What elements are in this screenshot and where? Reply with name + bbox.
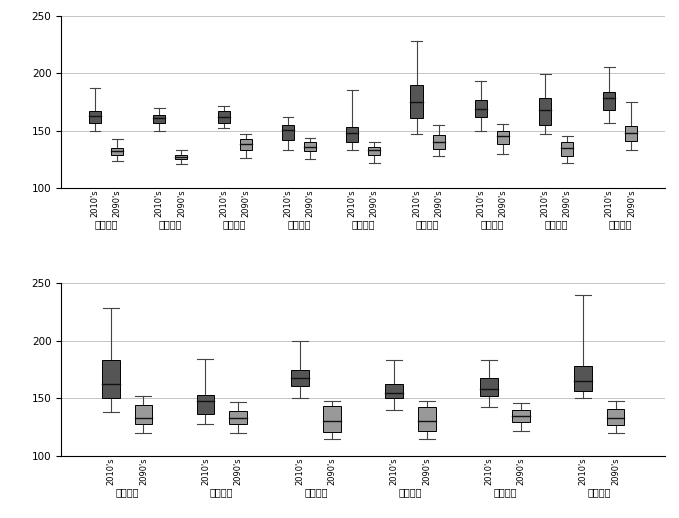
Text: 전북김제: 전북김제 (352, 219, 375, 229)
Text: 전남신안: 전남신안 (159, 219, 182, 229)
Bar (196, 395, 215, 414)
Bar (561, 142, 573, 156)
Bar (217, 111, 230, 123)
Text: 경북의성: 경북의성 (545, 219, 568, 229)
Text: 충남태안: 충남태안 (304, 487, 328, 497)
Bar (574, 366, 592, 392)
Text: 전북고창: 전북고창 (287, 219, 311, 229)
Bar (134, 405, 152, 424)
Bar (625, 126, 638, 141)
Bar (386, 384, 403, 398)
Text: 경북봉화: 경북봉화 (480, 219, 504, 229)
Bar (433, 135, 445, 149)
Text: 전남해남: 전남해남 (94, 219, 118, 229)
Bar (480, 378, 498, 396)
Bar (411, 84, 422, 118)
Bar (240, 139, 252, 150)
Bar (607, 409, 625, 425)
Bar (475, 99, 487, 117)
Bar (153, 114, 166, 123)
Bar (368, 147, 380, 155)
Text: 경북영양: 경북영양 (608, 219, 632, 229)
Bar (304, 142, 316, 151)
Bar (282, 125, 294, 140)
Text: 충남청양: 충남청양 (210, 487, 234, 497)
Text: 충북제천: 충북제천 (493, 487, 517, 497)
Text: 충북단양: 충북단양 (587, 487, 611, 497)
Bar (604, 92, 615, 110)
Text: 전남영광: 전남영광 (223, 219, 246, 229)
Text: 경북안동: 경북안동 (416, 219, 439, 229)
Bar (175, 155, 187, 160)
Bar (89, 111, 101, 123)
Bar (102, 361, 120, 398)
Bar (291, 369, 309, 385)
Bar (229, 411, 246, 424)
Text: 경기화성: 경기화성 (115, 487, 139, 497)
Text: 충북괴산: 충북괴산 (399, 487, 422, 497)
Bar (111, 148, 123, 155)
Bar (323, 406, 341, 431)
Bar (497, 131, 509, 145)
Bar (346, 127, 359, 142)
Bar (418, 408, 435, 430)
Bar (512, 410, 530, 423)
Bar (539, 98, 551, 125)
